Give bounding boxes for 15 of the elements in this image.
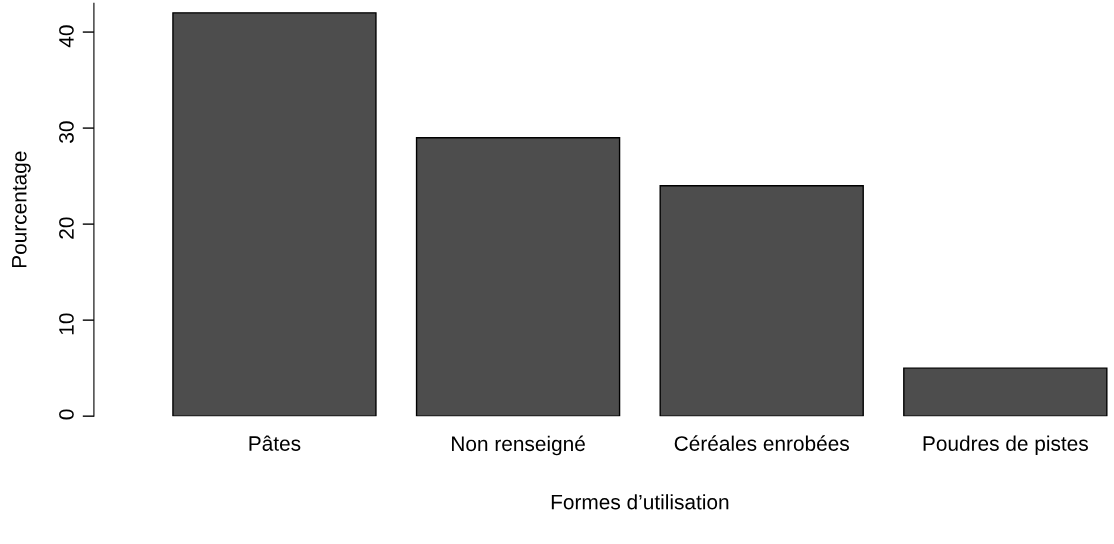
x-tick-label: Pâtes <box>249 435 301 451</box>
bar <box>659 185 864 417</box>
y-tick-label: 30 <box>59 121 74 143</box>
bar <box>903 367 1108 417</box>
y-tick-label: 40 <box>59 25 74 48</box>
x-tick-label: Poudres de pistes <box>923 435 1088 456</box>
bar <box>172 12 377 417</box>
x-tick-label: Céréales enrobées <box>674 435 849 451</box>
x-tick-label: Non renseigné <box>452 435 585 456</box>
x-axis-title: Formes d’utilisation <box>551 494 729 510</box>
y-tick-label: 10 <box>59 313 74 335</box>
y-tick-label: 20 <box>59 217 74 239</box>
bar <box>415 137 621 417</box>
y-tick-label: 0 <box>59 409 74 420</box>
y-axis-title: Pourcentage <box>12 151 31 268</box>
